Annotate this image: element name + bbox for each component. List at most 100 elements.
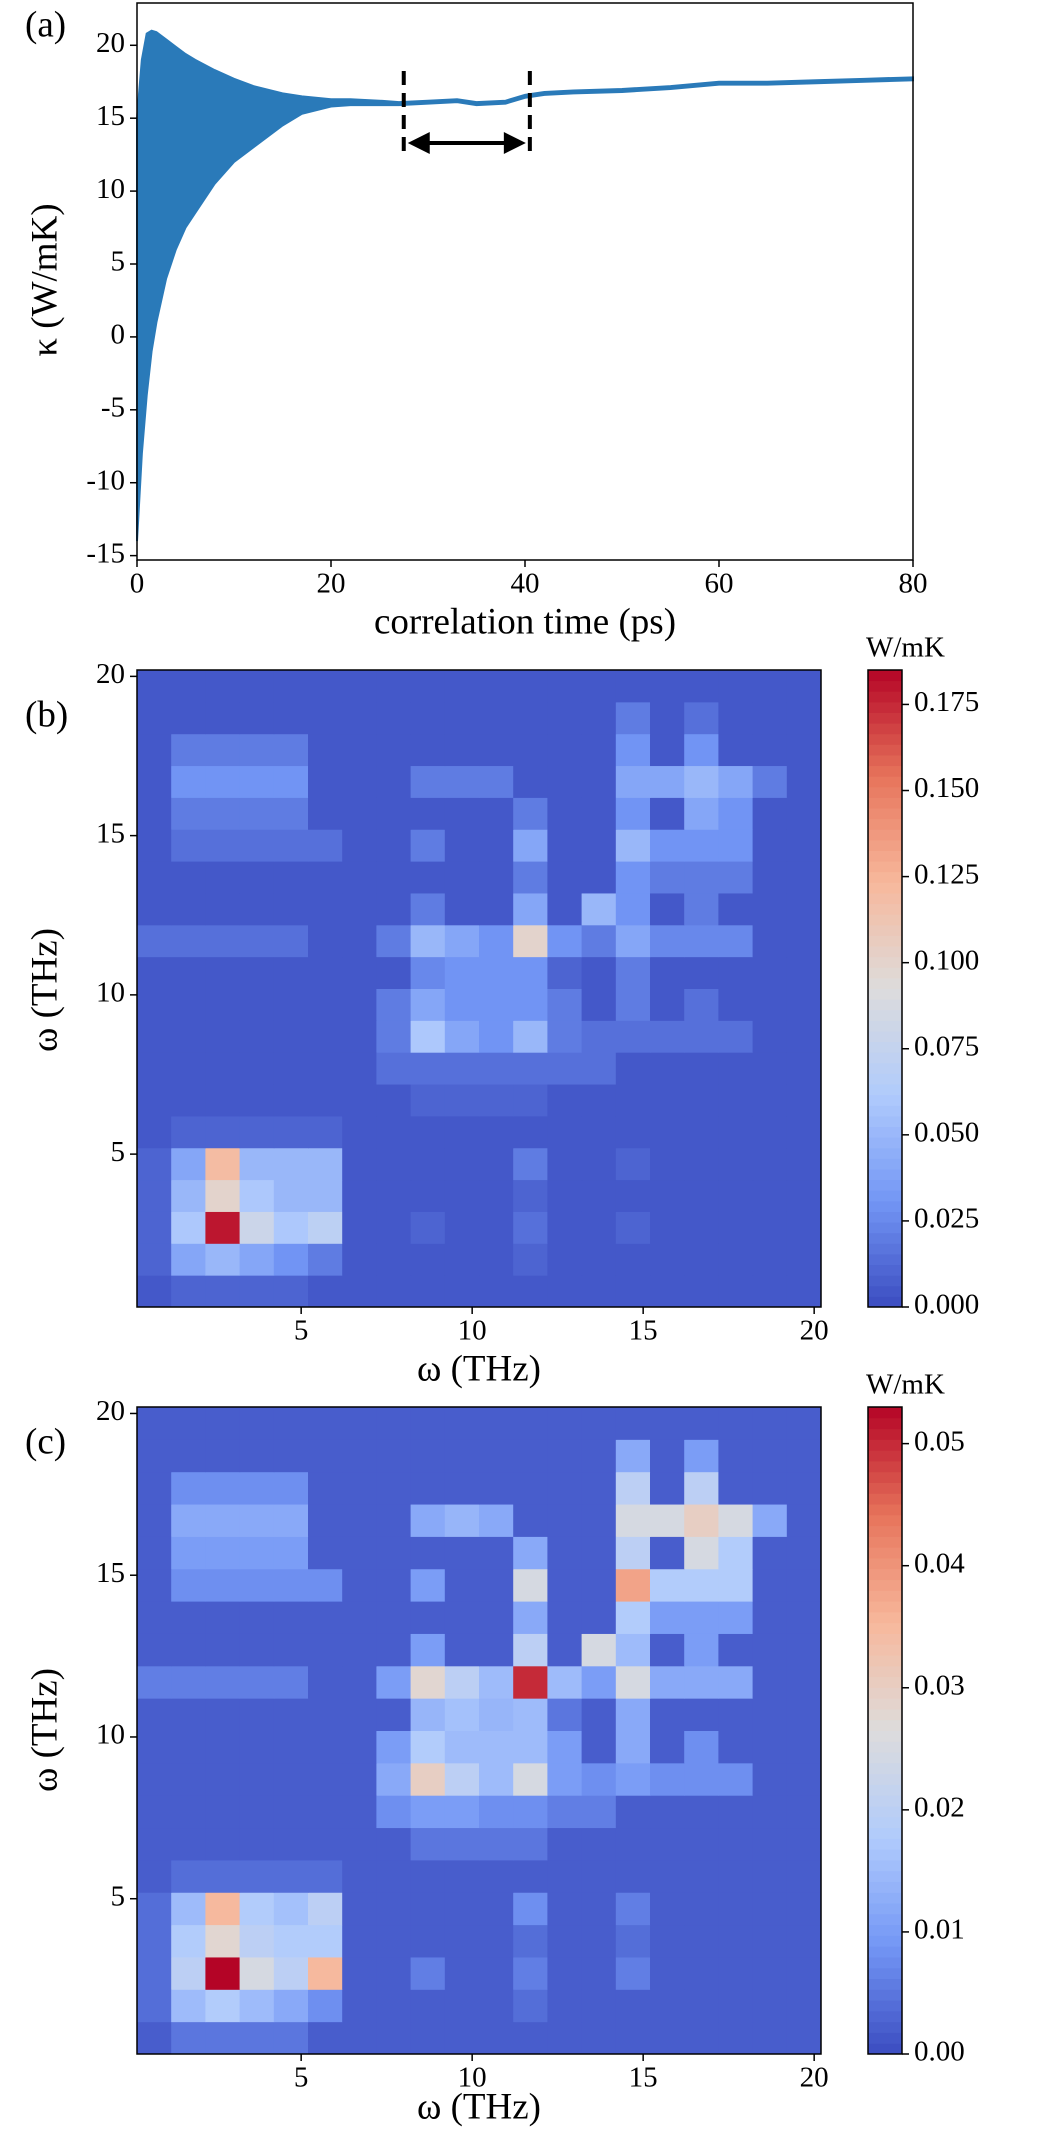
heatmap-cell [615, 1633, 651, 1667]
heatmap-cell [273, 1052, 309, 1085]
heatmap-cell [752, 1762, 788, 1796]
heatmap-cell [137, 1989, 172, 2023]
heatmap-cell [615, 1827, 651, 1861]
heatmap-cell [479, 1730, 514, 1764]
heatmap-cell [171, 2021, 206, 2055]
heatmap-cell [205, 956, 241, 989]
heatmap-cell [615, 1924, 651, 1958]
heatmap-cell [410, 765, 446, 798]
heatmap-cell [444, 2021, 480, 2055]
heatmap-cell [684, 1665, 719, 1699]
colorbar-segment [868, 1730, 902, 1742]
heatmap-cell [752, 1730, 788, 1764]
heatmap-cell [752, 1020, 788, 1053]
heatmap-cell [513, 1084, 548, 1117]
heatmap-cell [171, 892, 206, 926]
heatmap-cell [308, 1827, 343, 1861]
heatmap-cell [547, 1762, 583, 1796]
heatmap-cell [513, 1924, 548, 1958]
heatmap-cell [581, 1052, 617, 1085]
heatmap-cell [342, 861, 377, 894]
heatmap-cell [239, 1892, 275, 1926]
heatmap-cell [444, 1115, 480, 1149]
heatmap-cell [308, 1601, 343, 1634]
colorbar-segment [868, 1105, 902, 1117]
heatmap-cell [615, 1471, 651, 1505]
heatmap-cell [342, 2021, 377, 2055]
heatmap-cell [273, 797, 309, 830]
heatmap-cell [684, 2021, 719, 2055]
heatmap-cell [205, 1601, 241, 1634]
heatmap-cell [273, 670, 309, 703]
heatmap-cell [513, 861, 548, 894]
heatmap-cell [479, 861, 514, 894]
heatmap-cell [650, 892, 685, 926]
heatmap-cell [444, 956, 480, 989]
heatmap-cell [273, 861, 309, 894]
heatmap-cell [718, 1275, 754, 1308]
heatmap-cell [444, 892, 480, 926]
heatmap-cell [171, 1147, 206, 1181]
y-tick-label: 15 [96, 817, 125, 849]
colorbar-segment [868, 1158, 902, 1170]
heatmap-cell [137, 988, 172, 1021]
heatmap-cell [342, 1020, 377, 1053]
heatmap-cell [547, 1989, 583, 2023]
heatmap-cell [137, 1439, 172, 1473]
heatmap-cell [171, 765, 206, 798]
heatmap-cell [444, 797, 480, 830]
heatmap-cell [376, 1665, 412, 1699]
heatmap-cell [376, 1084, 412, 1117]
heatmap-cell [239, 797, 275, 830]
heatmap-cell [513, 1730, 548, 1764]
heatmap-cell [410, 1568, 446, 1602]
heatmap-cell [444, 1665, 480, 1699]
heatmap-cell [410, 701, 446, 735]
heatmap-cell [581, 1924, 617, 1958]
heatmap-cell [239, 1762, 275, 1796]
heatmap-cell [239, 1568, 275, 1602]
heatmap-cell [718, 701, 754, 735]
heatmap-cell [342, 1471, 377, 1505]
heatmap-cell [308, 892, 343, 926]
heatmap-cell [650, 1698, 685, 1731]
heatmap-cell [479, 1633, 514, 1667]
heatmap-cell [137, 1084, 172, 1117]
heatmap-cell [513, 1052, 548, 1085]
heatmap-cell [684, 1536, 719, 1570]
colorbar-segment [868, 1296, 902, 1308]
colorbar-segment [868, 946, 902, 958]
colorbar-segment [868, 1989, 902, 2001]
heatmap-cell [581, 670, 617, 703]
heatmap-cell [615, 1243, 651, 1276]
colorbar-segment [868, 1708, 902, 1721]
heatmap-cell [273, 1407, 309, 1440]
colorbar-segment [868, 1115, 902, 1128]
colorbar-segment [868, 712, 902, 724]
heatmap-cell [205, 1827, 241, 1861]
heatmap-cell [650, 2021, 685, 2055]
heatmap-cell [752, 1892, 788, 1926]
heatmap-cell [239, 1243, 275, 1276]
colorbar-segment [868, 1428, 902, 1440]
heatmap-cell [444, 1243, 480, 1276]
heatmap-cell [342, 1892, 377, 1926]
colorbar-segment [868, 914, 902, 926]
heatmap-cell [273, 701, 309, 735]
heatmap-cell [479, 1243, 514, 1276]
heatmap-cell [171, 1827, 206, 1861]
heatmap-cell [410, 1892, 446, 1926]
heatmap-cell [479, 1471, 514, 1505]
heatmap-cell [581, 829, 617, 862]
heatmap-cell [308, 1762, 343, 1796]
x-axis-label: correlation time (ps) [374, 601, 676, 642]
heatmap-cell [137, 701, 172, 735]
heatmap-cell [410, 1020, 446, 1053]
heatmap-cell [342, 765, 377, 798]
heatmap-cell [273, 1795, 309, 1829]
colorbar-tick-label: 0.03 [914, 1669, 965, 1701]
heatmap-cell [342, 733, 377, 767]
heatmap-cell [239, 1147, 275, 1181]
heatmap-cell [205, 829, 241, 862]
